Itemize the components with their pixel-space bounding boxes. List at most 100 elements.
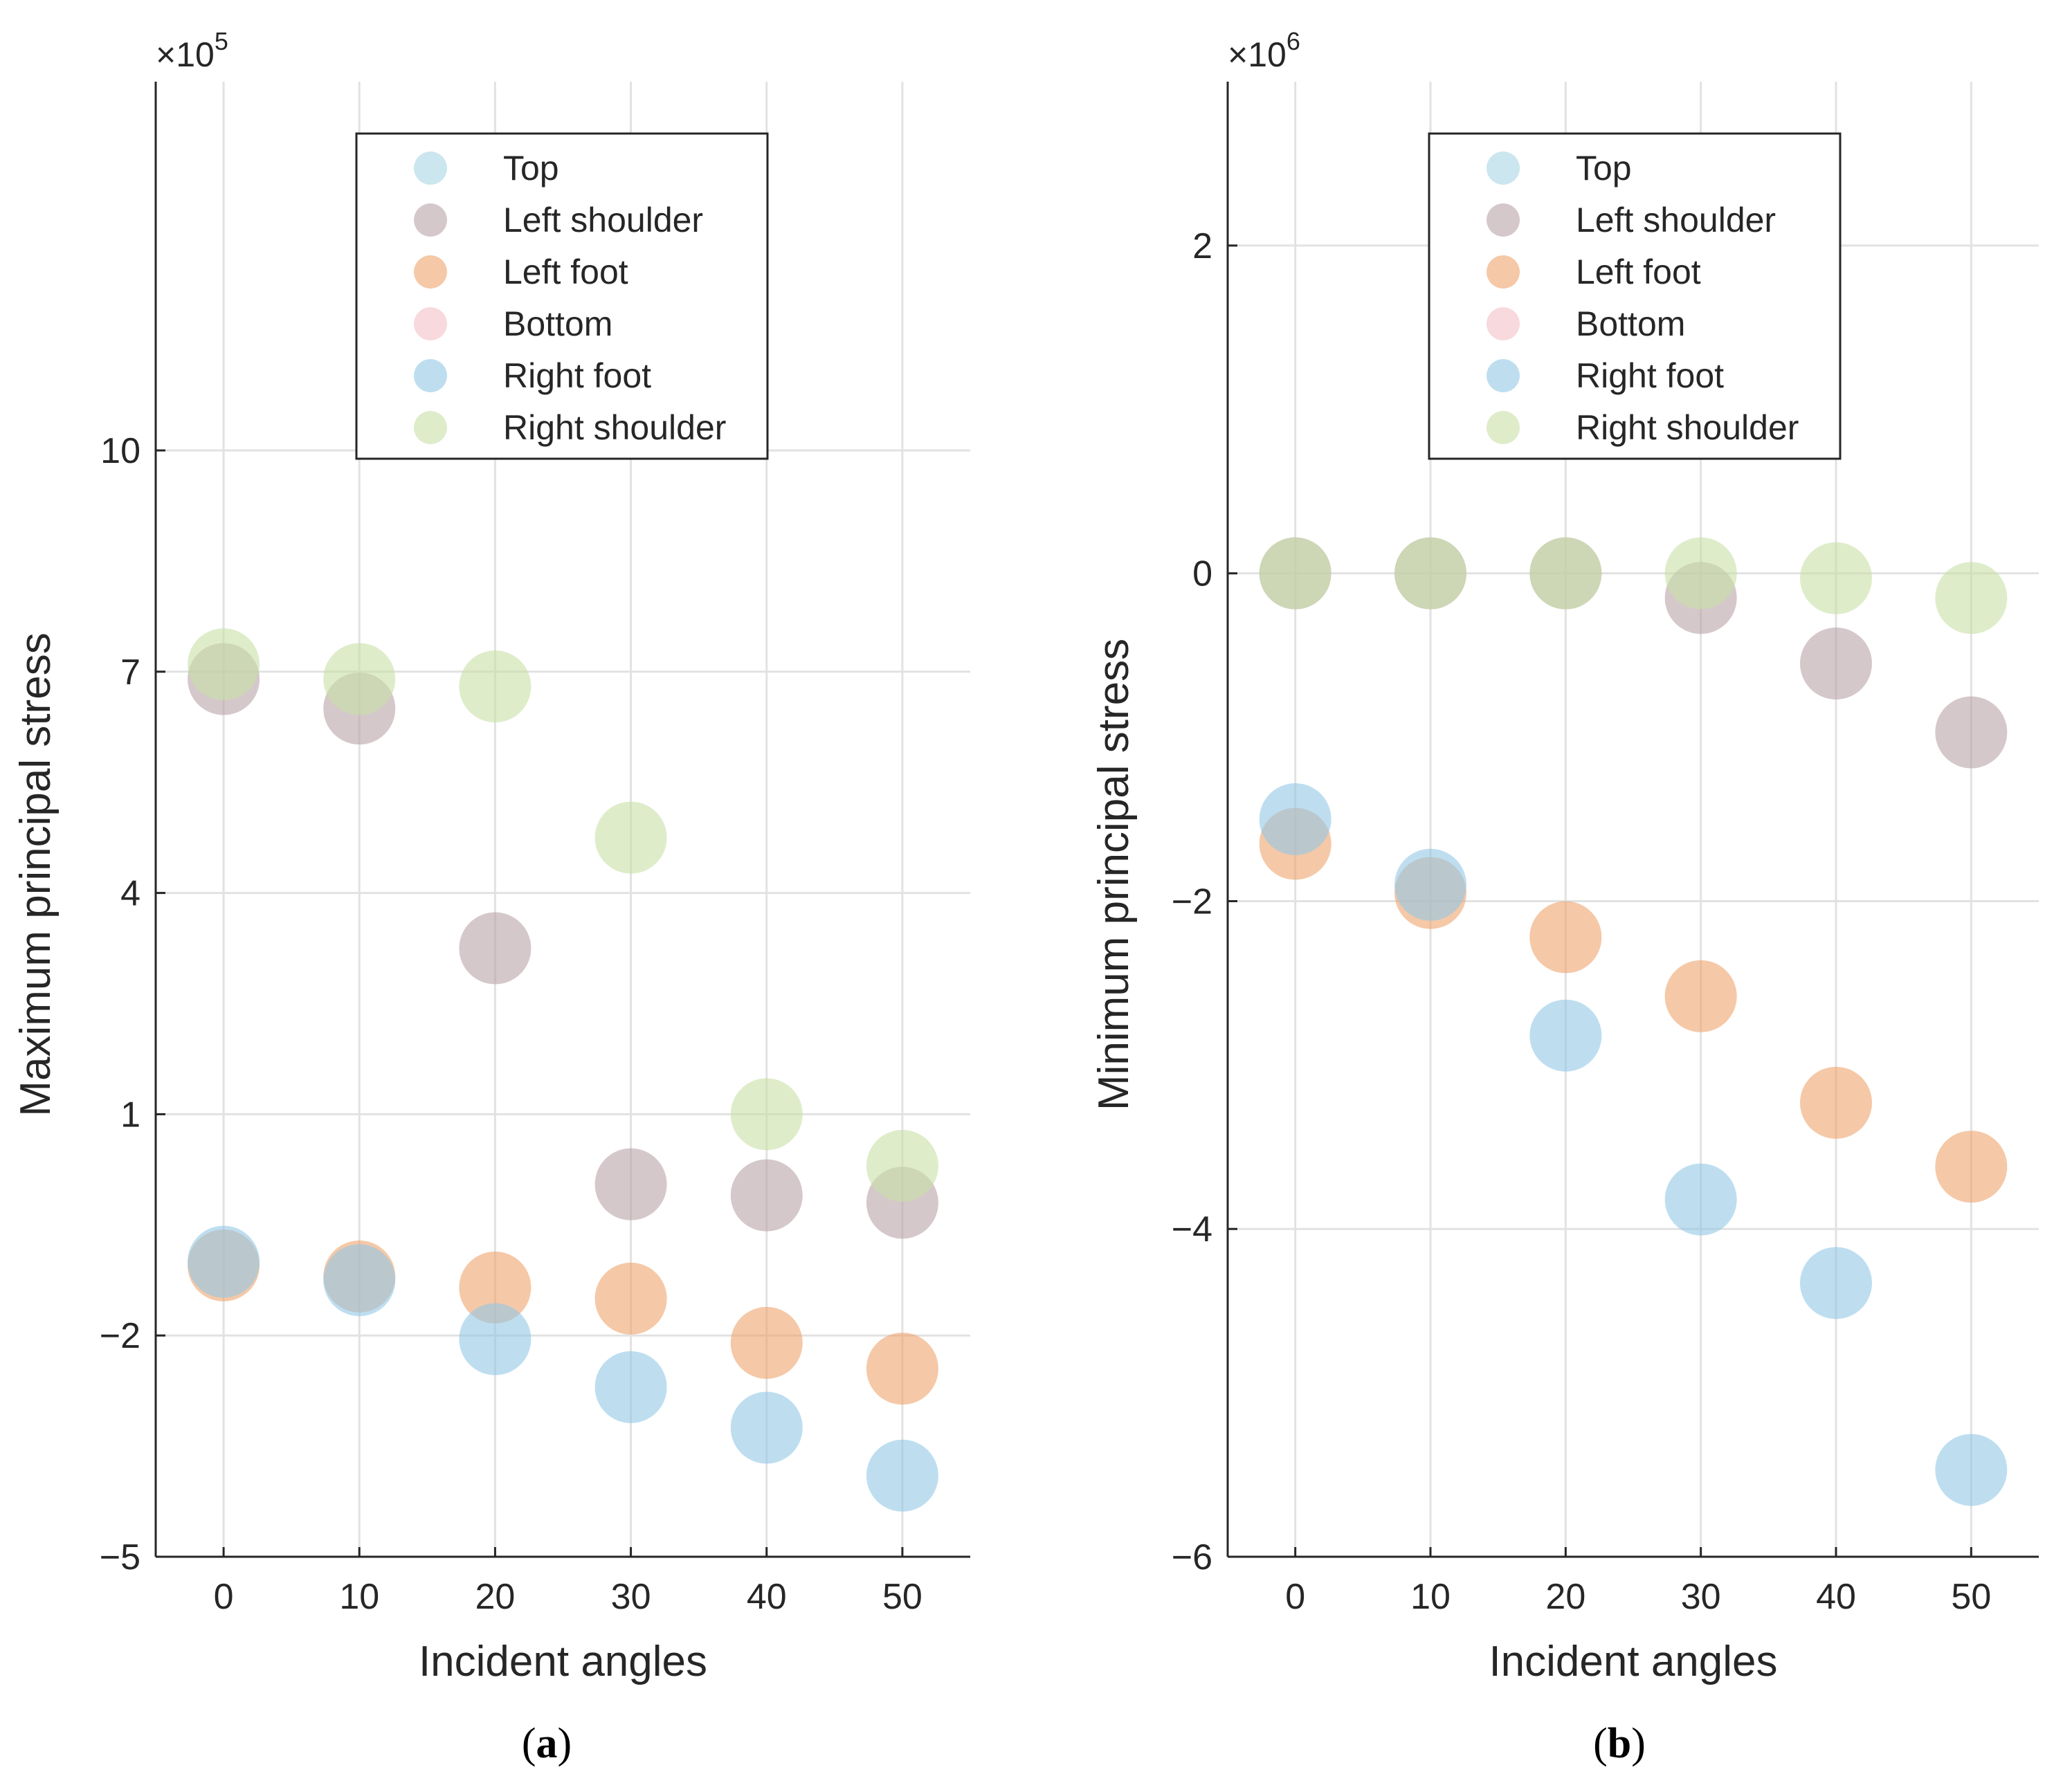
exponent-power: 5 [215,27,228,55]
data-point [1800,1066,1872,1139]
x-tick-label: 50 [1951,1577,1991,1617]
data-point [188,628,260,701]
x-tick-label: 20 [475,1577,515,1617]
data-point [1800,542,1872,614]
legend-marker [1487,359,1520,392]
data-point [1935,1434,2008,1506]
y-tick-label: 0 [1192,554,1212,594]
data-point [730,1078,803,1151]
x-tick-label: 40 [1816,1577,1856,1617]
data-point [459,650,531,723]
data-point [730,1159,803,1232]
exponent-power: 6 [1287,27,1300,55]
x-tick-label: 0 [1285,1577,1305,1617]
exponent-label: ×106 [1228,27,1300,74]
data-point [594,1148,667,1220]
legend-entry: Top [1576,149,1632,188]
legend-entry: Right foot [1576,356,1724,395]
y-axis-label: Maximum principal stress [12,632,60,1116]
series-left-foot [1259,807,2008,1203]
data-point [459,1251,531,1324]
data-point [1529,901,1602,973]
legend-marker [1487,255,1520,289]
panel-letter: b [1608,1720,1631,1767]
data-point [1259,783,1332,855]
panel-letter: a [536,1720,558,1767]
data-point [594,1262,667,1335]
x-tick-label: 0 [214,1577,234,1617]
legend-entry: Left foot [503,253,628,291]
y-tick-label: −5 [100,1537,140,1578]
data-point [730,1306,803,1379]
legend-marker [414,411,447,444]
data-point [866,1130,938,1203]
legend-entry: Left shoulder [1576,201,1776,239]
data-point [1259,537,1332,610]
y-axis-label: Minimum principal stress [1090,639,1138,1110]
panel-label: (a) [522,1720,572,1767]
y-tick-label: 10 [100,431,140,471]
legend-entry: Bottom [503,304,612,343]
data-point [1664,537,1737,610]
legend-box [1428,132,1842,460]
series-right-foot [1259,783,2008,1506]
data-point [594,1351,667,1423]
data-point [1935,696,2008,769]
series-right-shoulder [1259,537,2008,634]
legend-entry: Top [503,149,559,188]
legend-marker [1487,203,1520,237]
x-tick-label: 50 [882,1577,923,1617]
legend-entry: Left foot [1576,253,1701,291]
legend-marker [1487,152,1520,185]
x-tick-label: 40 [747,1577,787,1617]
data-point [1935,562,2008,634]
data-point [188,1225,260,1298]
legend-marker [414,152,447,185]
data-point [459,1303,531,1375]
series-right-foot [188,1225,938,1512]
legend-entry: Left shoulder [503,201,703,239]
data-point [1800,627,1872,700]
legend-marker [414,359,447,392]
data-point [323,1244,396,1317]
chart-b: 0 10 20 30 40 50 −6 −4 −2 0 2 ×106 Incident angles Mi… [1090,27,2039,1767]
data-point [1935,1131,2008,1203]
panel-label: (b) [1593,1720,1646,1767]
chart-a: 0 10 20 30 40 50 −5 −2 1 4 7 10 ×105 Incident angles M… [12,27,970,1767]
data-point [1394,848,1466,921]
series-left-foot [188,1229,938,1405]
y-tick-label: −6 [1172,1537,1212,1578]
x-tick-label: 10 [1410,1577,1451,1617]
legend-entry: Right shoulder [503,408,726,447]
legend-box [355,132,769,460]
data-point [1664,1163,1737,1236]
data-point [1394,537,1466,610]
data-point [1800,1247,1872,1319]
series-left-shoulder [1259,537,2008,769]
data-point [730,1391,803,1464]
y-tick-label: −2 [1172,881,1212,922]
x-axis-label: Incident angles [419,1638,707,1685]
x-tick-label: 30 [611,1577,651,1617]
legend-marker [414,307,447,340]
legend-marker [414,203,447,237]
legend-entry: Right foot [503,356,651,395]
data-point [866,1333,938,1405]
x-tick-label: 20 [1545,1577,1585,1617]
legend-entry: Right shoulder [1576,408,1799,447]
legend-marker [1487,307,1520,340]
legend-marker [1487,411,1520,444]
y-tick-label: 1 [120,1095,140,1135]
exponent-label: ×105 [156,27,228,74]
y-tick-label: 7 [120,652,140,693]
legend: Top Left shoulder Left foot Bottom Right foo… [355,132,769,460]
data-point [1529,999,1602,1072]
legend-marker [414,255,447,289]
x-axis-label: Incident angles [1489,1638,1777,1685]
data-point [866,1439,938,1512]
data-point [323,643,396,715]
series-left-shoulder [188,643,938,1239]
data-point [459,912,531,985]
series-right-shoulder [188,628,938,1203]
